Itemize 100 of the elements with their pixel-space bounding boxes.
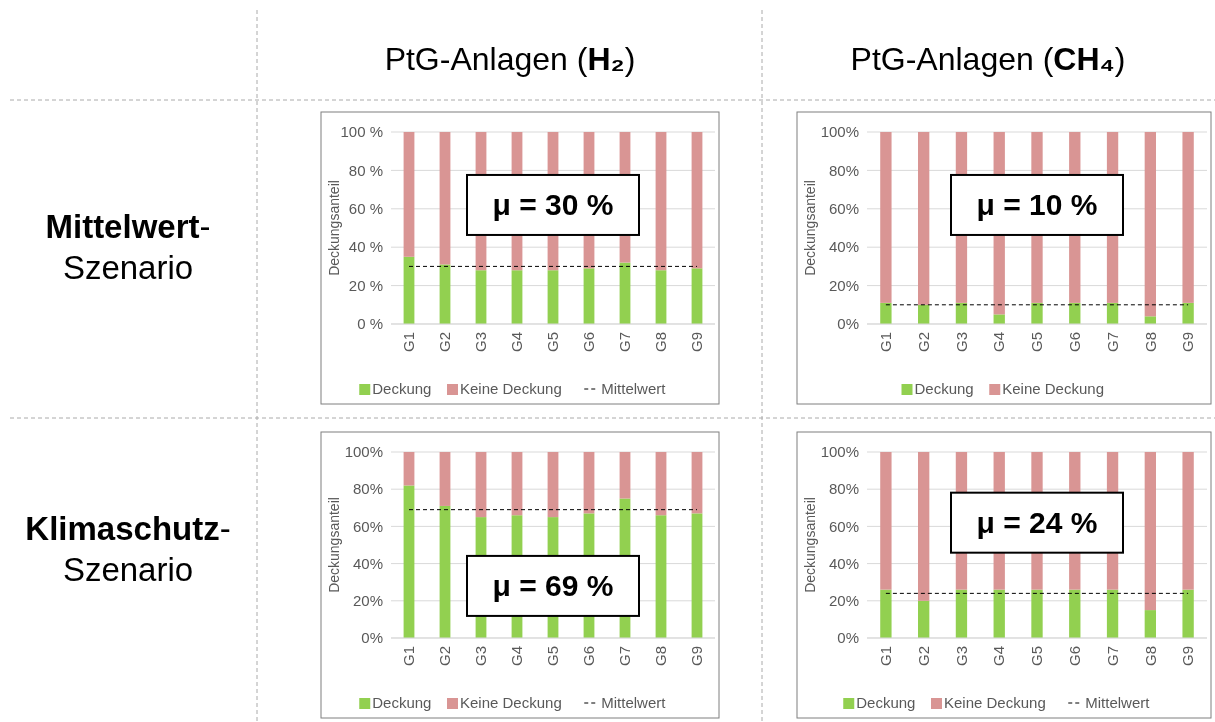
x-tick-label: G2 xyxy=(914,332,932,353)
x-tick-label: G3 xyxy=(952,646,970,667)
x-tick-label: G9 xyxy=(1179,646,1197,667)
bar xyxy=(993,589,1005,638)
bar xyxy=(1144,610,1156,638)
y-tick-label: 40% xyxy=(828,238,859,256)
text: PtG-Anlagen (H₂) xyxy=(384,41,636,77)
y-tick-label: 20 % xyxy=(348,276,383,294)
legend-label: Mittelwert xyxy=(601,694,667,711)
x-tick-label: G4 xyxy=(508,646,526,667)
x-tick-label: G3 xyxy=(952,332,970,353)
bar xyxy=(1182,589,1194,638)
y-tick-label: 0% xyxy=(361,629,383,647)
bar xyxy=(880,452,892,590)
bar xyxy=(1106,302,1119,324)
y-tick-label: 80% xyxy=(352,480,383,498)
bar xyxy=(439,505,451,638)
annotation: μ = 24 % xyxy=(976,506,1098,540)
x-tick-label: G7 xyxy=(1103,646,1121,667)
legend-label: Mittelwert xyxy=(1085,694,1151,711)
legend-label: Deckung xyxy=(856,694,916,711)
bar xyxy=(511,270,523,324)
bar xyxy=(1069,589,1081,638)
bar xyxy=(918,452,930,601)
y-axis-title: Deckungsanteil xyxy=(326,497,342,593)
x-tick-label: G5 xyxy=(1028,332,1046,353)
bar xyxy=(547,270,559,324)
y-tick-label: 0 % xyxy=(357,315,383,333)
bar xyxy=(880,589,892,638)
y-tick-label: 80 % xyxy=(348,161,383,179)
x-tick-label: G5 xyxy=(1028,646,1046,667)
bar xyxy=(655,270,667,324)
y-axis-title: Deckungsanteil xyxy=(802,180,818,276)
y-tick-label: 0% xyxy=(837,315,859,333)
bar xyxy=(1144,452,1156,611)
x-tick-label: G2 xyxy=(436,332,454,353)
x-tick-label: G3 xyxy=(472,646,490,667)
x-tick-label: G6 xyxy=(580,332,598,353)
bar xyxy=(547,452,559,518)
bar xyxy=(993,314,1005,324)
x-tick-label: G8 xyxy=(652,332,670,353)
bar xyxy=(511,452,523,516)
x-tick-label: G6 xyxy=(1066,646,1084,667)
y-tick-label: 100% xyxy=(344,443,383,461)
legend-label: Keine Deckung xyxy=(460,380,562,397)
y-tick-label: 60% xyxy=(828,200,859,218)
bar xyxy=(691,513,703,638)
bar xyxy=(1182,452,1194,590)
bar xyxy=(1144,132,1156,317)
bar xyxy=(1182,132,1194,303)
bar xyxy=(403,132,415,257)
y-tick-label: 40% xyxy=(352,554,383,572)
x-tick-label: G9 xyxy=(688,646,706,667)
bar xyxy=(439,264,451,324)
x-tick-label: G1 xyxy=(400,332,418,353)
bar xyxy=(583,268,595,324)
y-tick-label: 20% xyxy=(352,592,383,610)
bar xyxy=(655,452,667,516)
y-tick-label: 20% xyxy=(828,592,859,610)
bar xyxy=(583,452,595,514)
x-tick-label: G7 xyxy=(616,332,634,353)
x-tick-label: G4 xyxy=(508,332,526,353)
annotation: μ = 30 % xyxy=(492,188,614,222)
legend-label: Deckung xyxy=(372,380,432,397)
bar xyxy=(1031,589,1043,638)
y-tick-label: 0% xyxy=(837,629,859,647)
bar xyxy=(691,268,703,324)
y-tick-label: 60% xyxy=(828,517,859,535)
x-tick-label: G9 xyxy=(688,332,706,353)
bar xyxy=(439,452,451,506)
y-axis-title: Deckungsanteil xyxy=(802,497,818,593)
text: PtG-Anlagen (CH₄) xyxy=(850,41,1126,77)
x-tick-label: G3 xyxy=(472,332,490,353)
legend-label: Mittelwert xyxy=(601,380,667,397)
bar xyxy=(955,589,968,638)
bar xyxy=(1031,302,1043,324)
bar xyxy=(403,256,415,324)
x-tick-label: G1 xyxy=(877,332,895,353)
legend-label: Deckung xyxy=(372,694,432,711)
bar xyxy=(918,132,930,305)
bar xyxy=(880,132,892,303)
bar xyxy=(918,600,930,638)
text: Klimaschutz-Szenario xyxy=(25,510,231,589)
x-tick-label: G9 xyxy=(1179,332,1197,353)
x-tick-label: G4 xyxy=(990,646,1008,667)
x-tick-label: G7 xyxy=(1103,332,1121,353)
y-tick-label: 100% xyxy=(820,123,859,141)
y-tick-label: 60% xyxy=(352,517,383,535)
legend-label: Deckung xyxy=(914,380,974,397)
y-axis-title: Deckungsanteil xyxy=(326,180,342,276)
bar xyxy=(1182,302,1194,324)
x-tick-label: G1 xyxy=(400,646,418,667)
legend-label: Keine Deckung xyxy=(944,694,1046,711)
bar xyxy=(691,452,703,514)
x-tick-label: G5 xyxy=(544,646,562,667)
legend-label: Keine Deckung xyxy=(460,694,562,711)
y-tick-label: 20% xyxy=(828,276,859,294)
y-tick-label: 40 % xyxy=(348,238,383,256)
x-tick-label: G6 xyxy=(1066,332,1084,353)
bar xyxy=(691,132,703,269)
